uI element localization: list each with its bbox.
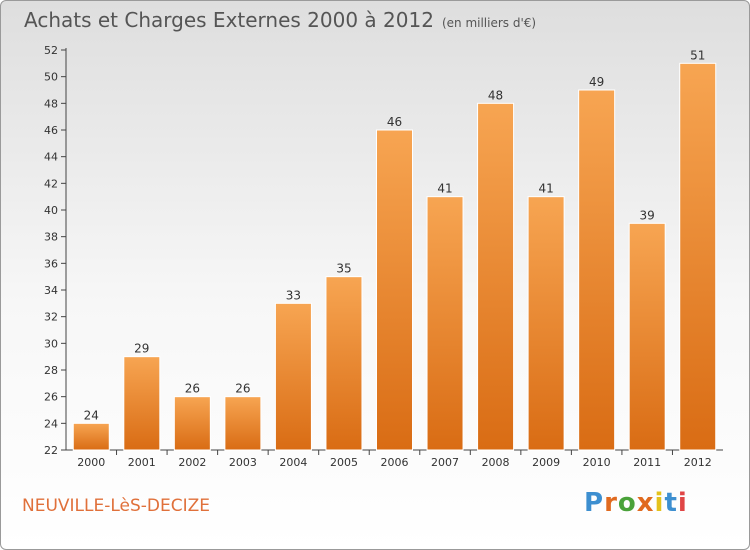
y-tick-label: 24 bbox=[44, 417, 58, 430]
chart-unit: (en milliers d'€) bbox=[441, 16, 537, 30]
chart-title-text: Achats et Charges Externes 2000 à 2012 bbox=[24, 8, 434, 32]
y-tick-label: 50 bbox=[44, 71, 58, 84]
chart-title: Achats et Charges Externes 2000 à 2012 (e… bbox=[24, 8, 536, 32]
x-axis: 2000 2001 2002 2003 2004 2005 2006 2007 2008 2009… bbox=[66, 449, 723, 469]
y-axis: 22 24 26 28 30 32 34 36 38 40 42 44 46 48 50 52 bbox=[44, 44, 67, 457]
logo-letter: r bbox=[604, 488, 618, 518]
town-name: NEUVILLE-LèS-DECIZE bbox=[22, 496, 211, 516]
bar-2000 bbox=[72, 422, 110, 451]
bar-value-label: 46 bbox=[387, 115, 402, 129]
bar-2003 bbox=[224, 396, 262, 451]
y-tick-label: 36 bbox=[44, 257, 58, 270]
y-tick-label: 42 bbox=[44, 177, 58, 190]
bar-value-label: 26 bbox=[235, 382, 250, 396]
bar-value-label: 49 bbox=[589, 75, 604, 89]
bar-value-label: 39 bbox=[640, 208, 655, 222]
logo-letter: o bbox=[617, 488, 637, 518]
y-tick-label: 38 bbox=[44, 231, 58, 244]
bar-value-label: 26 bbox=[185, 382, 200, 396]
x-tick-label: 2003 bbox=[229, 456, 257, 469]
bar-value-label: 41 bbox=[437, 182, 452, 196]
y-tick-label: 44 bbox=[44, 151, 58, 164]
x-tick-label: 2009 bbox=[532, 456, 560, 469]
x-tick-label: 2004 bbox=[279, 456, 307, 469]
bar-2011 bbox=[628, 222, 666, 451]
y-tick-label: 22 bbox=[44, 444, 58, 457]
bar-value-label: 51 bbox=[690, 48, 705, 62]
bar-2008 bbox=[477, 102, 515, 451]
bar-2002 bbox=[173, 396, 211, 451]
x-tick-label: 2008 bbox=[482, 456, 510, 469]
x-tick-label: 2012 bbox=[684, 456, 712, 469]
bars: 24 29 26 26 33 35 46 41 48 41 49 39 51 bbox=[72, 48, 717, 451]
bar-2005 bbox=[325, 276, 363, 451]
bar-value-label: 33 bbox=[286, 288, 301, 302]
logo-letter: P bbox=[584, 488, 605, 518]
bar-value-label: 48 bbox=[488, 88, 503, 102]
y-tick-label: 52 bbox=[44, 44, 58, 57]
y-tick-label: 46 bbox=[44, 124, 58, 137]
y-tick-label: 26 bbox=[44, 391, 58, 404]
y-tick-label: 40 bbox=[44, 204, 58, 217]
y-tick-label: 48 bbox=[44, 97, 58, 110]
bar-2004 bbox=[274, 302, 312, 451]
y-tick-label: 30 bbox=[44, 337, 58, 350]
logo-letter: t bbox=[664, 488, 678, 518]
bar-2006 bbox=[376, 129, 413, 451]
bar-value-label: 29 bbox=[134, 342, 149, 356]
x-tick-label: 2011 bbox=[633, 456, 661, 469]
y-tick-label: 34 bbox=[44, 284, 58, 297]
x-tick-label: 2005 bbox=[330, 456, 358, 469]
bar-2009 bbox=[527, 196, 565, 451]
bar-2010 bbox=[578, 89, 616, 451]
bar-2012 bbox=[679, 62, 717, 451]
x-tick-label: 2006 bbox=[381, 456, 409, 469]
proxiti-logo: Proxiti bbox=[584, 488, 688, 518]
x-tick-label: 2007 bbox=[431, 456, 459, 469]
x-tick-label: 2010 bbox=[583, 456, 611, 469]
logo-letter: i bbox=[654, 488, 665, 518]
x-tick-label: 2001 bbox=[128, 456, 156, 469]
logo-letter: x bbox=[636, 488, 655, 518]
y-tick-label: 28 bbox=[44, 364, 58, 377]
y-tick-label: 32 bbox=[44, 311, 58, 324]
logo-letter: i bbox=[677, 488, 688, 518]
x-tick-label: 2000 bbox=[77, 456, 105, 469]
bar-value-label: 24 bbox=[84, 408, 99, 422]
x-tick-label: 2002 bbox=[178, 456, 206, 469]
bar-value-label: 41 bbox=[538, 182, 553, 196]
bar-value-label: 35 bbox=[336, 262, 351, 276]
bar-2001 bbox=[123, 356, 161, 451]
bar-2007 bbox=[426, 196, 464, 451]
